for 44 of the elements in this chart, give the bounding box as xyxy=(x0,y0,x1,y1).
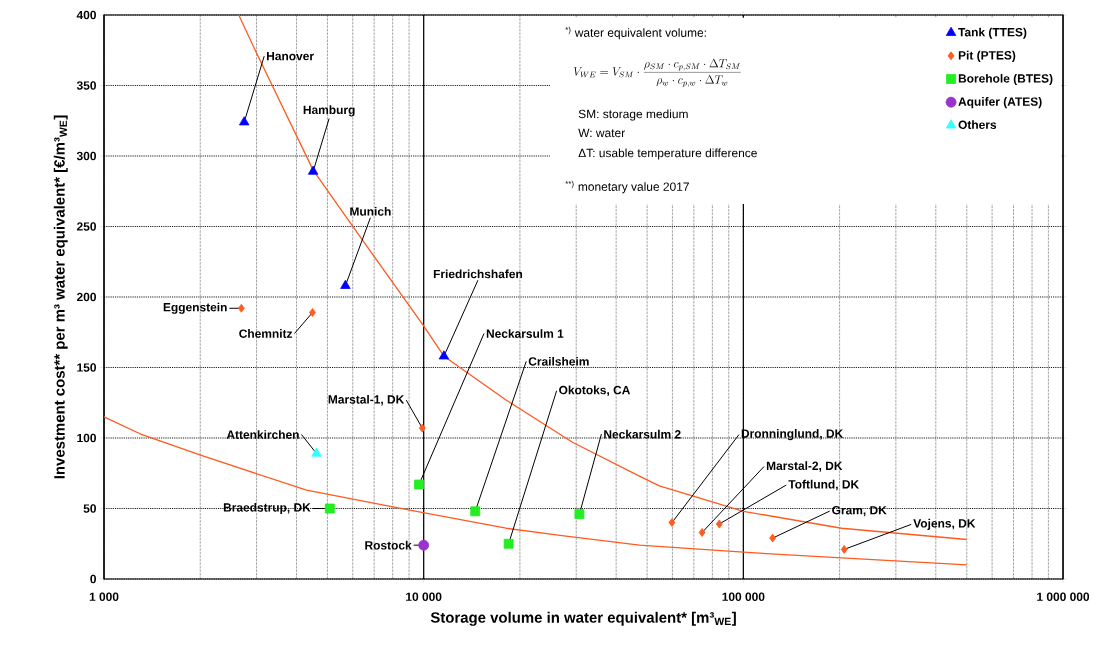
x-tick-label: 1 000 xyxy=(89,592,119,601)
legend-label: Pit (PTES) xyxy=(958,50,1016,62)
legend-label: Borehole (BTES) xyxy=(958,73,1053,86)
annotation: Munich xyxy=(350,206,391,216)
annotation: $^{*)}$ water equivalent volume: xyxy=(565,26,706,40)
legend-label: Aquifer (ATES) xyxy=(958,97,1042,109)
annotation: Rostock xyxy=(365,540,412,550)
annotation: SM: storage medium xyxy=(578,109,688,121)
annotation: Crailsheim xyxy=(528,356,589,366)
y-tick-label: 300 xyxy=(76,151,96,161)
annotation: Okotoks, CA xyxy=(559,385,631,396)
annotation: Friedrichshafen xyxy=(433,269,523,279)
annotation: Attenkirchen xyxy=(226,430,299,439)
y-tick-label: 0 xyxy=(90,574,96,584)
x-tick-label: 10 000 xyxy=(406,592,442,601)
annotation: Hanover xyxy=(266,51,314,61)
annotation: Chemnitz xyxy=(239,329,293,338)
annotation: Vojens, DK xyxy=(913,518,976,530)
y-tick-label: 350 xyxy=(76,81,96,90)
annotation: Marstal-1, DK xyxy=(328,394,405,406)
legend-label: Tank (TTES) xyxy=(958,27,1027,39)
annotation: ΔT: usable temperature difference xyxy=(578,148,757,160)
x-tick-label: 100 000 xyxy=(722,592,765,601)
annotation: Eggenstein xyxy=(163,302,227,314)
annotation: Hamburg xyxy=(303,105,355,117)
y-tick-label: 250 xyxy=(76,222,96,231)
legend-label: Others xyxy=(958,120,997,129)
annotation: Braedstrup, DK xyxy=(223,502,311,515)
annotation: $^{**)}$ monetary value 2017 xyxy=(565,180,689,194)
annotation: Neckarsulm 2 xyxy=(604,429,681,439)
annotation: Neckarsulm 1 xyxy=(486,329,564,338)
y-axis-title: Investment cost** per m³ water equivalent* [€/m³$_{WE}$] xyxy=(53,115,68,479)
y-tick-label: 100 xyxy=(77,433,96,443)
annotation: $V_{WE}=V_{SM}\cdot\frac{\rho_{SM}\cdot c_{p,SM}\cdot\Delta T_{SM}}{\rho_{w}\cdot c_{p,w}\cdot\Delta T_{w}}$ xyxy=(573,58,741,87)
y-tick-label: 50 xyxy=(83,504,96,513)
x-axis-title: Storage volume in water equivalent* [m³$_{WE}$] xyxy=(430,611,736,626)
annotation: W: water xyxy=(578,128,625,138)
y-tick-label: 200 xyxy=(76,292,96,302)
annotation: Toftlund, DK xyxy=(788,479,860,491)
annotation: Gram, DK xyxy=(832,506,887,517)
annotation: Marstal-2, DK xyxy=(766,461,843,472)
x-tick-label: 1 000 000 xyxy=(1037,592,1090,601)
y-tick-label: 150 xyxy=(77,363,96,372)
y-tick-label: 400 xyxy=(76,10,96,20)
